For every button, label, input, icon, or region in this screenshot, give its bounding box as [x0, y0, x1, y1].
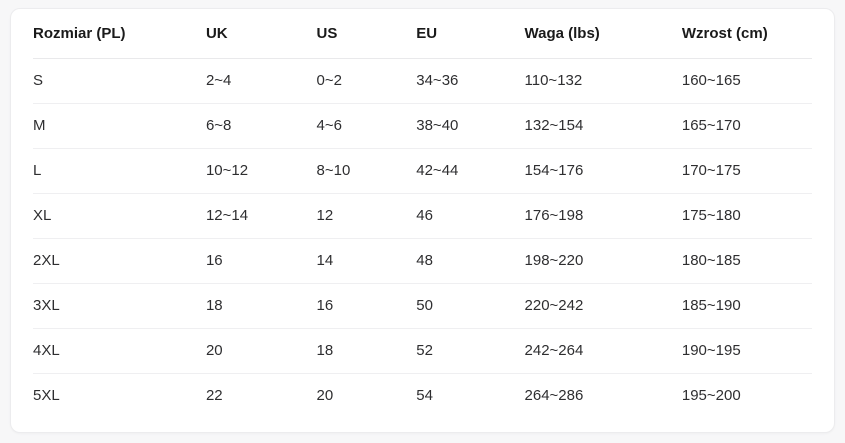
cell-us: 4~6 [316, 103, 417, 149]
cell-size: L [33, 148, 206, 194]
cell-wzrost: 170~175 [681, 148, 812, 194]
table-header: Rozmiar (PL) UK US EU Waga (lbs) Wzrost … [33, 9, 812, 59]
table-row-2xl: 2XL 16 14 48 198~220 180~185 [33, 238, 812, 284]
cell-eu: 38~40 [416, 103, 525, 149]
cell-us: 12 [316, 193, 417, 239]
header-row: Rozmiar (PL) UK US EU Waga (lbs) Wzrost … [33, 9, 812, 59]
cell-size: XL [33, 193, 206, 239]
cell-eu: 46 [416, 193, 525, 239]
cell-uk: 22 [205, 387, 223, 405]
cell-waga: 176~198 [524, 193, 682, 239]
cell-size: S [33, 58, 206, 104]
cell-waga: 242~264 [524, 328, 682, 374]
cell-us: 8~10 [316, 148, 417, 194]
cell-wzrost: 185~190 [681, 283, 812, 329]
column-header-us: US [316, 9, 417, 59]
cell-us: 14 [316, 238, 417, 284]
cell-wzrost: 175~180 [681, 193, 812, 239]
table-row-l: L 10~12 8~10 42~44 154~176 170~175 [33, 148, 812, 194]
cell-waga: 264~286 [524, 387, 584, 405]
table-row-m: M 6~8 4~6 38~40 132~154 165~170 [33, 103, 812, 149]
cell-us: 0~2 [316, 58, 417, 104]
cell-eu: 54 [416, 387, 433, 405]
cell-uk: 10~12 [205, 148, 317, 194]
column-header-eu: EU [416, 9, 525, 59]
cell-size: 2XL [33, 238, 206, 284]
cell-size: 5XL [33, 387, 60, 405]
table-row-3xl: 3XL 18 16 50 220~242 185~190 [33, 283, 812, 329]
table-row-xl: XL 12~14 12 46 176~198 175~180 [33, 193, 812, 239]
table-row-4xl: 4XL 20 18 52 242~264 190~195 [33, 328, 812, 374]
cell-eu: 34~36 [416, 58, 525, 104]
cell-uk: 2~4 [205, 58, 317, 104]
cell-uk: 18 [205, 283, 317, 329]
cell-wzrost: 180~185 [681, 238, 812, 284]
cell-eu: 42~44 [416, 148, 525, 194]
size-chart-card: Rozmiar (PL) UK US EU Waga (lbs) Wzrost … [10, 8, 835, 433]
table-row-s: S 2~4 0~2 34~36 110~132 160~165 [33, 58, 812, 104]
cell-us: 20 [316, 387, 334, 405]
table-row-5xl: 5XL 22 20 54 264~286 195~200 [33, 373, 812, 418]
table-body: S 2~4 0~2 34~36 110~132 160~165 M 6~8 4~… [33, 58, 812, 418]
cell-eu: 52 [416, 328, 525, 374]
column-header-rozmiar-pl: Rozmiar (PL) [33, 9, 206, 59]
cell-us: 16 [316, 283, 417, 329]
cell-wzrost: 160~165 [681, 58, 812, 104]
cell-wzrost: 190~195 [681, 328, 812, 374]
column-header-uk: UK [205, 9, 317, 59]
column-header-waga-lbs: Waga (lbs) [524, 9, 682, 59]
cell-waga: 110~132 [524, 58, 682, 104]
size-chart-table: Rozmiar (PL) UK US EU Waga (lbs) Wzrost … [33, 9, 812, 418]
cell-us: 18 [316, 328, 417, 374]
cell-uk: 12~14 [205, 193, 317, 239]
cell-eu: 50 [416, 283, 525, 329]
cell-uk: 16 [205, 238, 317, 284]
cell-size: 4XL [33, 328, 206, 374]
cell-waga: 198~220 [524, 238, 682, 284]
cell-waga: 220~242 [524, 283, 682, 329]
cell-waga: 132~154 [524, 103, 682, 149]
cell-uk: 20 [205, 328, 317, 374]
cell-wzrost: 165~170 [681, 103, 812, 149]
cell-eu: 48 [416, 238, 525, 284]
cell-uk: 6~8 [205, 103, 317, 149]
cell-size: M [33, 103, 206, 149]
cell-waga: 154~176 [524, 148, 682, 194]
cell-size: 3XL [33, 283, 206, 329]
cell-wzrost: 195~200 [681, 387, 741, 405]
column-header-wzrost-cm: Wzrost (cm) [681, 9, 812, 59]
